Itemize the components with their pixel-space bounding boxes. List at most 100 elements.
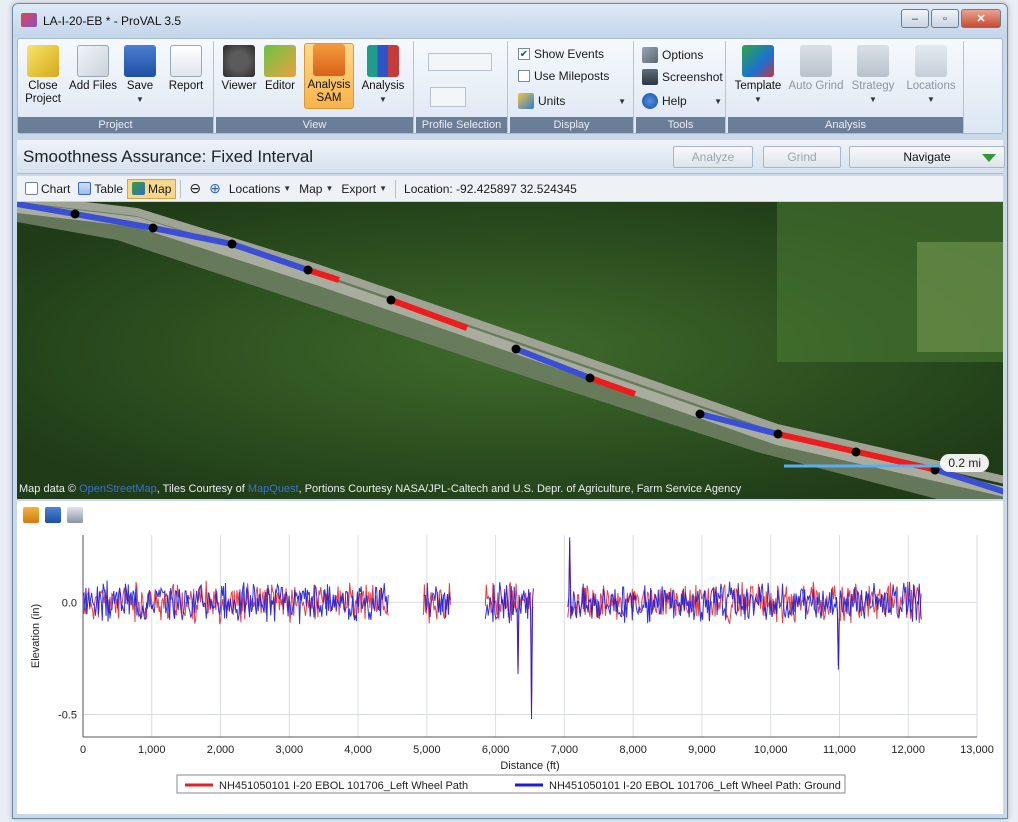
table-tab[interactable]: Table (74, 180, 127, 198)
series-ground (484, 582, 534, 720)
add-files-button[interactable]: Add Files (68, 45, 118, 93)
credit-prefix: Map data © (19, 483, 77, 495)
x-tick-label: 4,000 (344, 744, 372, 756)
profile-selection-label: Profile Selection (416, 117, 507, 133)
wrench-icon (642, 47, 658, 63)
copy-icon[interactable] (23, 507, 39, 523)
chevron-down-icon: ▼ (869, 95, 877, 104)
selection-icon (430, 87, 466, 107)
page-header: Smoothness Assurance: Fixed Interval Ana… (17, 140, 1005, 174)
close-project-button[interactable]: Close Project (22, 45, 64, 106)
save-image-icon[interactable] (45, 507, 61, 523)
chevron-down-icon: ▼ (283, 184, 292, 193)
editor-button[interactable]: Editor (260, 45, 300, 93)
options-label: Options (662, 48, 704, 62)
map-tab[interactable]: Map (127, 178, 177, 199)
strategy-button[interactable]: Strategy ▼ (846, 45, 900, 106)
chart-icon (25, 182, 38, 195)
map-canvas (17, 202, 1003, 499)
x-tick-label: 0 (80, 744, 86, 756)
app-window: LA-I-20-EB * - ProVAL 3.5 – ▫ ✕ Close Pr… (12, 3, 1008, 819)
x-tick-label: 8,000 (619, 744, 647, 756)
binoculars-icon (223, 45, 255, 77)
legend-label-left-wheel: NH451050101 I-20 EBOL 101706_Left Wheel … (219, 780, 468, 792)
analysis-view-button[interactable]: Analysis ▼ (358, 45, 408, 106)
screenshot-button[interactable]: Screenshot (642, 69, 723, 85)
export-menu[interactable]: Export ▼ (337, 180, 391, 198)
map-menu[interactable]: Map ▼ (295, 180, 337, 198)
folder-icon (27, 45, 59, 77)
ruler-icon (518, 93, 534, 109)
viewer-button[interactable]: Viewer (220, 45, 258, 93)
ribbon: Close Project Add Files Save ▼ Report Pr… (17, 38, 1003, 134)
openstreetmap-link[interactable]: OpenStreetMap (79, 483, 157, 495)
maximize-button[interactable]: ▫ (931, 9, 959, 28)
table-tab-label: Table (94, 181, 124, 196)
check-icon: ✔ (518, 48, 530, 60)
chart-tab[interactable]: Chart (21, 180, 74, 198)
show-events-checkbox[interactable]: ✔ Show Events (518, 47, 604, 61)
series-ground (423, 582, 451, 618)
navigate-button[interactable]: Navigate (849, 146, 1005, 168)
use-mileposts-checkbox[interactable]: Use Mileposts (518, 69, 609, 83)
chart-panel: 0 1,000 2,000 3,000 4,000 5,000 6,000 7,000 8,00… (17, 501, 1003, 814)
toolbar-separator (180, 179, 182, 198)
help-dropdown[interactable]: Help ▼ (642, 93, 722, 109)
display-group-label: Display (510, 117, 633, 133)
locations-ribbon-button[interactable]: Locations ▼ (902, 45, 960, 106)
zoom-out-button[interactable]: ⊖ (185, 178, 205, 199)
zoom-in-button[interactable]: ⊕ (205, 178, 225, 199)
grind-button[interactable]: Grind (763, 146, 841, 168)
analysis-sam-button[interactable]: Analysis SAM (304, 43, 354, 109)
auto-grind-button[interactable]: Auto Grind (786, 45, 846, 93)
strategy-label: Strategy (851, 80, 895, 92)
mapquest-link[interactable]: MapQuest (247, 483, 299, 495)
profile-selection-group: Profile Selection (416, 41, 508, 133)
x-tick-label: 1,000 (138, 744, 166, 756)
report-label: Report (168, 80, 204, 92)
tools-group: Options Screenshot Help ▼ Tools (636, 41, 726, 133)
use-mileposts-label: Use Mileposts (534, 69, 610, 83)
minimize-button[interactable]: – (901, 9, 929, 28)
units-dropdown[interactable]: Units ▼ (518, 93, 626, 109)
view-toolbar: Chart Table Map ⊖ ⊕ Locations ▼ Map ▼ Ex… (17, 176, 1003, 202)
title-bar: LA-I-20-EB * - ProVAL 3.5 – ▫ ✕ (13, 4, 1007, 38)
save-button[interactable]: Save ▼ (122, 45, 158, 106)
y-tick-label: 0.0 (62, 597, 77, 609)
project-group: Close Project Add Files Save ▼ Report Pr… (18, 41, 214, 133)
x-tick-label: 6,000 (482, 744, 510, 756)
x-tick-label: 3,000 (276, 744, 304, 756)
auto-grind-label: Auto Grind (788, 80, 844, 92)
y-axis-label: Elevation (in) (30, 604, 42, 668)
locations-label: Locations (906, 80, 956, 92)
analysis-group-label: Analysis (728, 117, 963, 133)
chart-tools (23, 507, 83, 523)
locations-menu[interactable]: Locations ▼ (225, 180, 295, 198)
report-button[interactable]: Report (164, 45, 208, 93)
route-markers (70, 209, 940, 475)
x-tick-label: 5,000 (413, 744, 441, 756)
map-tab-label: Map (148, 181, 172, 196)
analyze-button[interactable]: Analyze (673, 146, 753, 168)
elevation-chart: 0 1,000 2,000 3,000 4,000 5,000 6,000 7,000 8,00… (30, 535, 994, 794)
locations-icon (915, 45, 947, 77)
x-tick-label: 12,000 (891, 744, 925, 756)
satellite-map[interactable]: 0.2 mi Map data © OpenStreetMap, Tiles C… (17, 202, 1003, 499)
chevron-down-icon: ▼ (325, 184, 334, 193)
camera-icon (642, 69, 658, 85)
options-button[interactable]: Options (642, 47, 703, 63)
checkbox-box (518, 70, 530, 82)
chevron-down-icon: ▼ (136, 95, 144, 104)
print-icon[interactable] (67, 507, 83, 523)
legend-box (176, 774, 846, 794)
template-button[interactable]: Template ▼ (732, 45, 784, 106)
save-label: Save (126, 80, 154, 92)
credit-rest: , Portions Courtesy NASA/JPL-Caltech and… (298, 483, 742, 495)
legend-label-ground: NH451050101 I-20 EBOL 101706_Left Wheel … (549, 780, 841, 792)
bar-chart-icon (367, 45, 399, 77)
tools-group-label: Tools (636, 117, 725, 133)
close-window-button[interactable]: ✕ (961, 9, 1001, 28)
view-group-label: View (216, 117, 413, 133)
template-icon (742, 45, 774, 77)
map-scale-label: 0.2 mi (940, 454, 989, 472)
